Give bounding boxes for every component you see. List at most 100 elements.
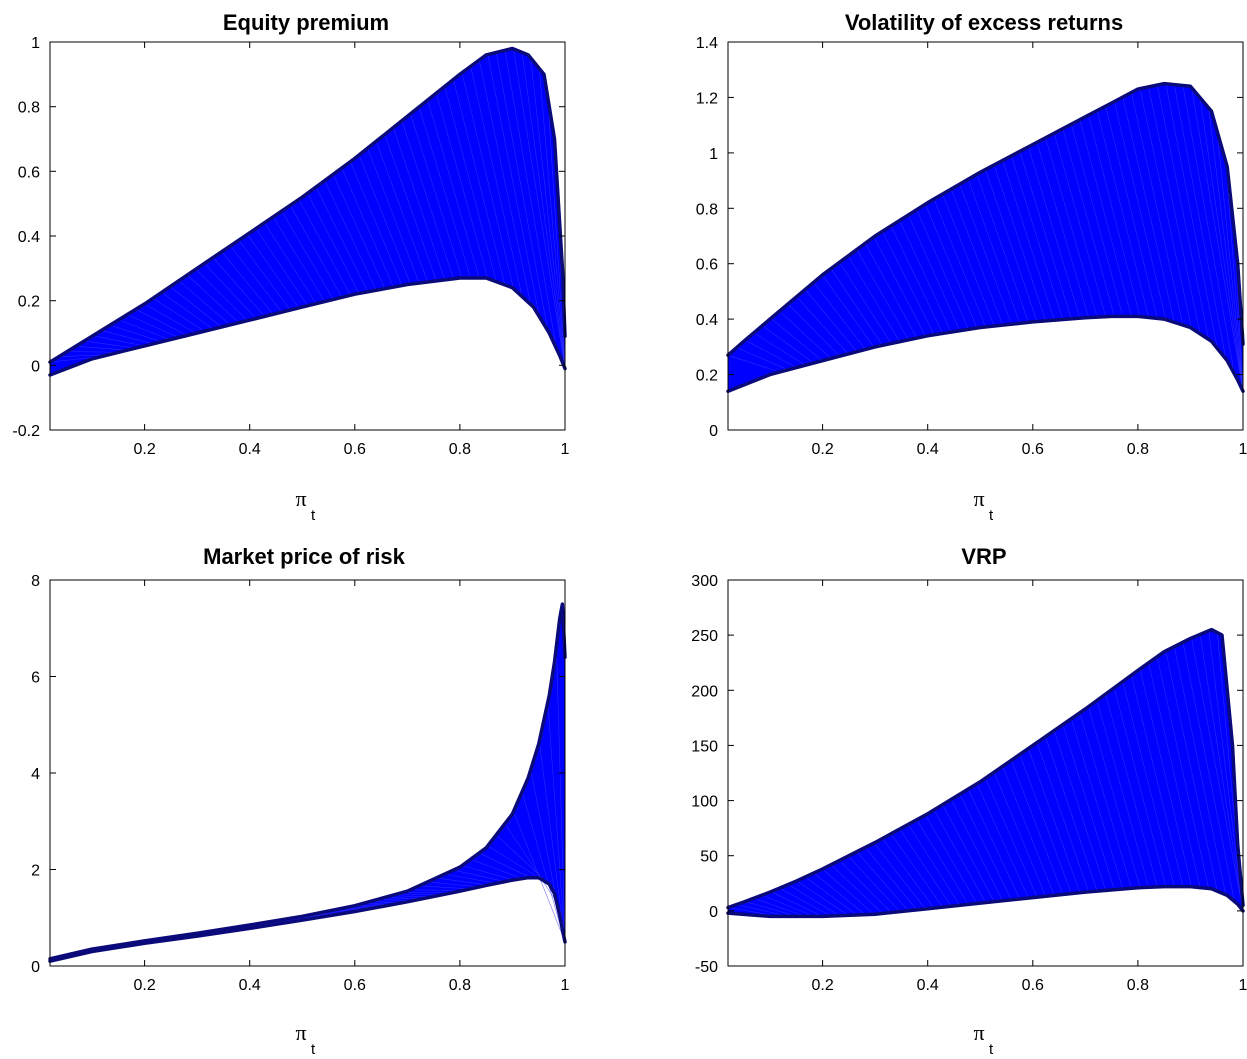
hatch-line bbox=[410, 889, 463, 891]
hatch-line bbox=[204, 263, 257, 319]
lower-boundary-line bbox=[726, 314, 1245, 393]
hatch-line bbox=[1088, 115, 1141, 317]
hatch-line bbox=[453, 869, 505, 882]
band-hatching bbox=[727, 83, 1244, 392]
hatch-line bbox=[152, 297, 205, 332]
band-fill bbox=[728, 83, 1243, 392]
hatch-line bbox=[101, 330, 154, 345]
hatch-line bbox=[822, 274, 875, 348]
hatch-line bbox=[916, 819, 969, 905]
hatch-line bbox=[856, 851, 909, 911]
hatch-line bbox=[1062, 128, 1115, 317]
hatch-line bbox=[890, 833, 943, 908]
hatch-line bbox=[479, 852, 531, 878]
x-axis-label: π bbox=[295, 486, 306, 511]
hatch-line bbox=[478, 60, 531, 305]
hatch-line bbox=[1045, 137, 1098, 318]
hatch-line bbox=[1156, 656, 1209, 889]
x-tick-label: 0.6 bbox=[344, 977, 366, 994]
hatch-line bbox=[865, 847, 918, 910]
hatch-line bbox=[1199, 634, 1244, 911]
y-tick-label: 250 bbox=[691, 628, 718, 645]
hatch-line bbox=[993, 164, 1046, 321]
y-tick-label: 6 bbox=[31, 670, 40, 687]
hatch-line bbox=[753, 898, 806, 917]
hatch-line bbox=[247, 234, 300, 309]
hatch-line bbox=[290, 205, 343, 298]
hatch-line bbox=[847, 255, 900, 342]
hatch-line bbox=[427, 881, 480, 888]
hatch-line bbox=[847, 855, 900, 912]
hatch-line bbox=[547, 97, 566, 369]
x-tick-label: 0.2 bbox=[811, 441, 833, 458]
hatch-line bbox=[753, 332, 806, 366]
hatch-line bbox=[556, 646, 566, 942]
hatch-line bbox=[1199, 97, 1244, 392]
hatch-line bbox=[470, 858, 523, 879]
hatch-line bbox=[1045, 736, 1098, 892]
chart-title: VRP bbox=[961, 544, 1006, 569]
hatch-line bbox=[530, 57, 566, 369]
hatch-line bbox=[908, 824, 961, 906]
hatch-line bbox=[1148, 662, 1201, 888]
x-axis-label-subscript: t bbox=[989, 1041, 994, 1058]
x-axis-label-subscript: t bbox=[989, 507, 994, 524]
x-tick-label: 0.4 bbox=[917, 977, 939, 994]
hatch-line bbox=[787, 884, 840, 916]
hatch-line bbox=[993, 772, 1046, 897]
hatch-line bbox=[358, 154, 411, 285]
hatch-line bbox=[118, 319, 171, 340]
hatch-line bbox=[1011, 760, 1064, 895]
chart-title: Market price of risk bbox=[203, 544, 406, 569]
x-axis-label: π bbox=[973, 1020, 984, 1045]
x-tick-label: 1 bbox=[1239, 441, 1247, 458]
hatch-line bbox=[856, 249, 909, 341]
hatch-line bbox=[942, 193, 995, 327]
y-tick-label: 0.6 bbox=[696, 257, 718, 274]
hatch-line bbox=[135, 309, 188, 336]
hatch-line bbox=[1019, 151, 1072, 319]
axes-box bbox=[727, 41, 1244, 431]
x-axis-label: π bbox=[295, 1020, 306, 1045]
hatch-line bbox=[762, 894, 814, 917]
hatch-line bbox=[950, 799, 1003, 901]
hatch-line bbox=[453, 79, 506, 286]
hatch-line bbox=[341, 167, 394, 288]
x-tick-label: 1 bbox=[561, 441, 570, 458]
band-hatching bbox=[49, 48, 566, 369]
hatch-line bbox=[418, 106, 471, 279]
x-tick-label: 0.2 bbox=[133, 977, 155, 994]
hatch-line bbox=[144, 303, 197, 334]
hatch-line bbox=[899, 828, 952, 907]
hatch-line bbox=[436, 877, 488, 886]
hatch-line bbox=[925, 814, 978, 904]
hatch-line bbox=[822, 868, 875, 915]
upper-boundary-line bbox=[726, 81, 1245, 357]
y-tick-label: 0.4 bbox=[18, 229, 40, 246]
hatch-line bbox=[873, 842, 926, 910]
x-tick-label: 0.2 bbox=[133, 441, 155, 458]
chart-title: Volatility of excess returns bbox=[845, 10, 1123, 35]
y-tick-label: 300 bbox=[691, 573, 718, 590]
y-tick-label: 0.2 bbox=[696, 368, 718, 385]
hatch-line bbox=[813, 872, 866, 915]
hatch-line bbox=[178, 280, 231, 326]
hatch-line bbox=[1122, 681, 1175, 887]
hatch-line bbox=[1028, 146, 1081, 319]
hatch-line bbox=[1053, 730, 1106, 891]
hatch-line bbox=[1114, 687, 1167, 887]
hatch-line bbox=[959, 183, 1012, 325]
hatch-line bbox=[762, 325, 814, 364]
x-tick-label: 0.8 bbox=[449, 977, 471, 994]
upper-boundary-line bbox=[48, 46, 567, 364]
hatch-line bbox=[521, 52, 566, 369]
y-tick-label: 0.2 bbox=[18, 294, 40, 311]
hatch-line bbox=[195, 268, 248, 321]
hatch-line bbox=[1165, 83, 1218, 349]
x-tick-label: 1 bbox=[561, 977, 570, 994]
hatch-line bbox=[212, 257, 265, 317]
hatch-line bbox=[796, 296, 849, 355]
hatch-line bbox=[470, 66, 523, 297]
hatch-line bbox=[67, 351, 119, 353]
y-tick-label: 1 bbox=[31, 35, 40, 52]
